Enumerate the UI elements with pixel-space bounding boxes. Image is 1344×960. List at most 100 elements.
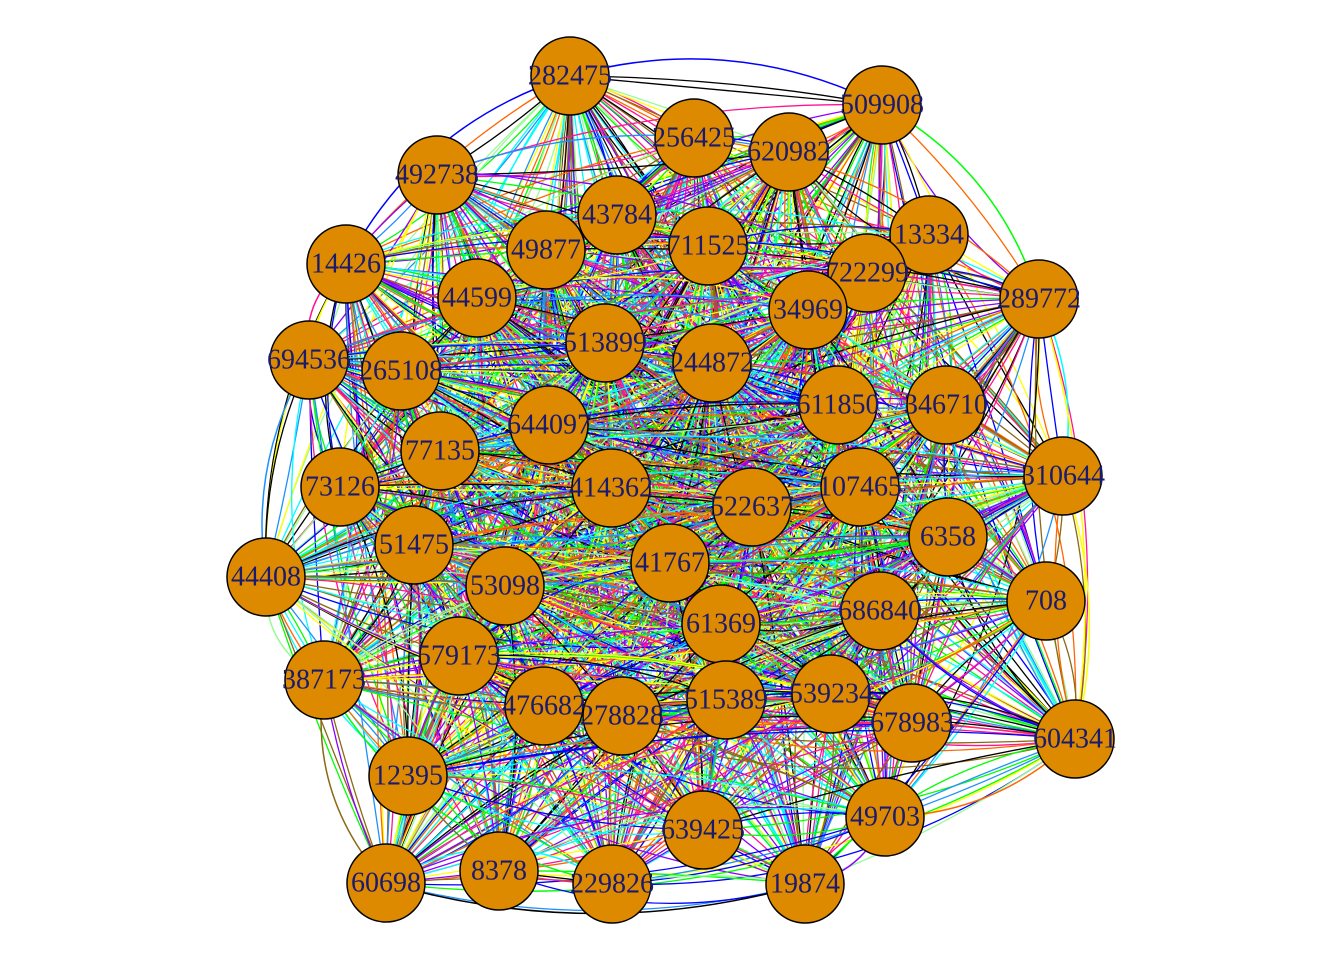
node-circle [663, 790, 743, 870]
edge [569, 58, 883, 106]
graph-node: 14426 [306, 224, 386, 304]
edge [804, 738, 1076, 885]
edge [376, 370, 402, 884]
graph-node: 515389 [684, 660, 768, 740]
node-circle [999, 259, 1079, 339]
edge [569, 75, 883, 106]
node-label: 604341 [1033, 724, 1117, 755]
edge [308, 268, 1040, 361]
node-circle [300, 447, 380, 527]
edge [291, 359, 325, 681]
graph-node: 244872 [670, 323, 754, 403]
node-label: 12395 [373, 761, 443, 792]
node-label: 229826 [570, 869, 654, 900]
edge [881, 104, 1064, 477]
edge [265, 576, 387, 884]
node-circle [1006, 561, 1086, 641]
node-circle [1035, 699, 1115, 779]
node-label: 43784 [582, 200, 652, 231]
edge [413, 514, 949, 546]
edge [1034, 298, 1076, 740]
node-label: 265108 [359, 356, 443, 387]
node-label: 310644 [1021, 461, 1105, 492]
node-label: 711525 [667, 231, 750, 262]
edge [711, 362, 1064, 477]
edge [543, 597, 1047, 707]
node-circle [361, 331, 441, 411]
graph-node: 73126 [300, 447, 380, 527]
graph-node: 6358 [908, 497, 988, 577]
graph-node: 620982 [747, 112, 831, 192]
edge [308, 294, 809, 361]
edge [385, 829, 704, 884]
node-circle [668, 206, 748, 286]
edge [400, 370, 1047, 602]
node-label: 414362 [569, 473, 653, 504]
graph-node: 49877 [506, 210, 586, 290]
node-circle [530, 36, 610, 116]
edge [669, 559, 1047, 602]
node-circle [768, 270, 848, 350]
node-circle [582, 676, 662, 756]
edge [476, 297, 839, 406]
node-label: 77135 [405, 436, 475, 467]
graph-node: 644097 [507, 385, 591, 465]
edge [458, 506, 753, 657]
node-label: 49877 [511, 235, 581, 266]
node-label: 678983 [870, 708, 954, 739]
node-label: 6358 [920, 522, 976, 553]
node-label: 53098 [470, 571, 540, 602]
graph-node: 107465 [818, 447, 902, 527]
node-circle [845, 777, 925, 857]
graph-node: 61369 [681, 584, 761, 664]
edge [402, 450, 441, 777]
graph-node: 8378 [459, 831, 539, 911]
edge [407, 775, 806, 885]
node-circle [269, 320, 349, 400]
graph-node: 539234 [789, 654, 873, 734]
edge [385, 699, 727, 884]
edge [945, 404, 1076, 740]
node-circle [577, 175, 657, 255]
graph-node: 13334 [889, 195, 969, 275]
node-label: 49703 [850, 802, 920, 833]
node-circle [791, 654, 871, 734]
edge [436, 134, 790, 176]
graph-node: 289772 [997, 259, 1081, 339]
graph-node: 492738 [395, 135, 479, 215]
edge [504, 572, 1047, 602]
node-label: 492738 [395, 160, 479, 191]
edge [407, 775, 704, 836]
node-layer: 282475 509908 256425 620982 492738 43784 13334… [226, 36, 1117, 924]
graph-node: 513899 [563, 303, 647, 383]
edge [548, 424, 949, 538]
node-label: 51475 [379, 530, 449, 561]
node-circle [906, 365, 986, 445]
edge [693, 137, 1076, 740]
edge [458, 342, 606, 657]
node-circle [749, 112, 829, 192]
graph-node: 19874 [765, 844, 845, 924]
edge [569, 75, 883, 106]
graph-node: 77135 [400, 411, 480, 491]
edge [323, 679, 806, 885]
node-circle [798, 365, 878, 445]
node-label: 722299 [825, 258, 909, 289]
edge [265, 569, 832, 695]
edge [1038, 298, 1086, 740]
node-circle [346, 843, 426, 923]
graph-node: 44408 [226, 537, 306, 617]
graph-node: 639425 [661, 790, 745, 870]
node-circle [459, 831, 539, 911]
node-circle [368, 736, 448, 816]
node-label: 708 [1025, 586, 1067, 617]
node-circle [465, 546, 545, 626]
edge [504, 585, 806, 885]
node-circle [437, 258, 517, 338]
node-label: 14426 [311, 249, 381, 280]
graph-node: 579173 [417, 616, 501, 696]
node-label: 44408 [231, 562, 301, 593]
graph-node: 722299 [825, 233, 909, 313]
edge [413, 544, 500, 872]
graph-node: 414362 [569, 448, 653, 528]
